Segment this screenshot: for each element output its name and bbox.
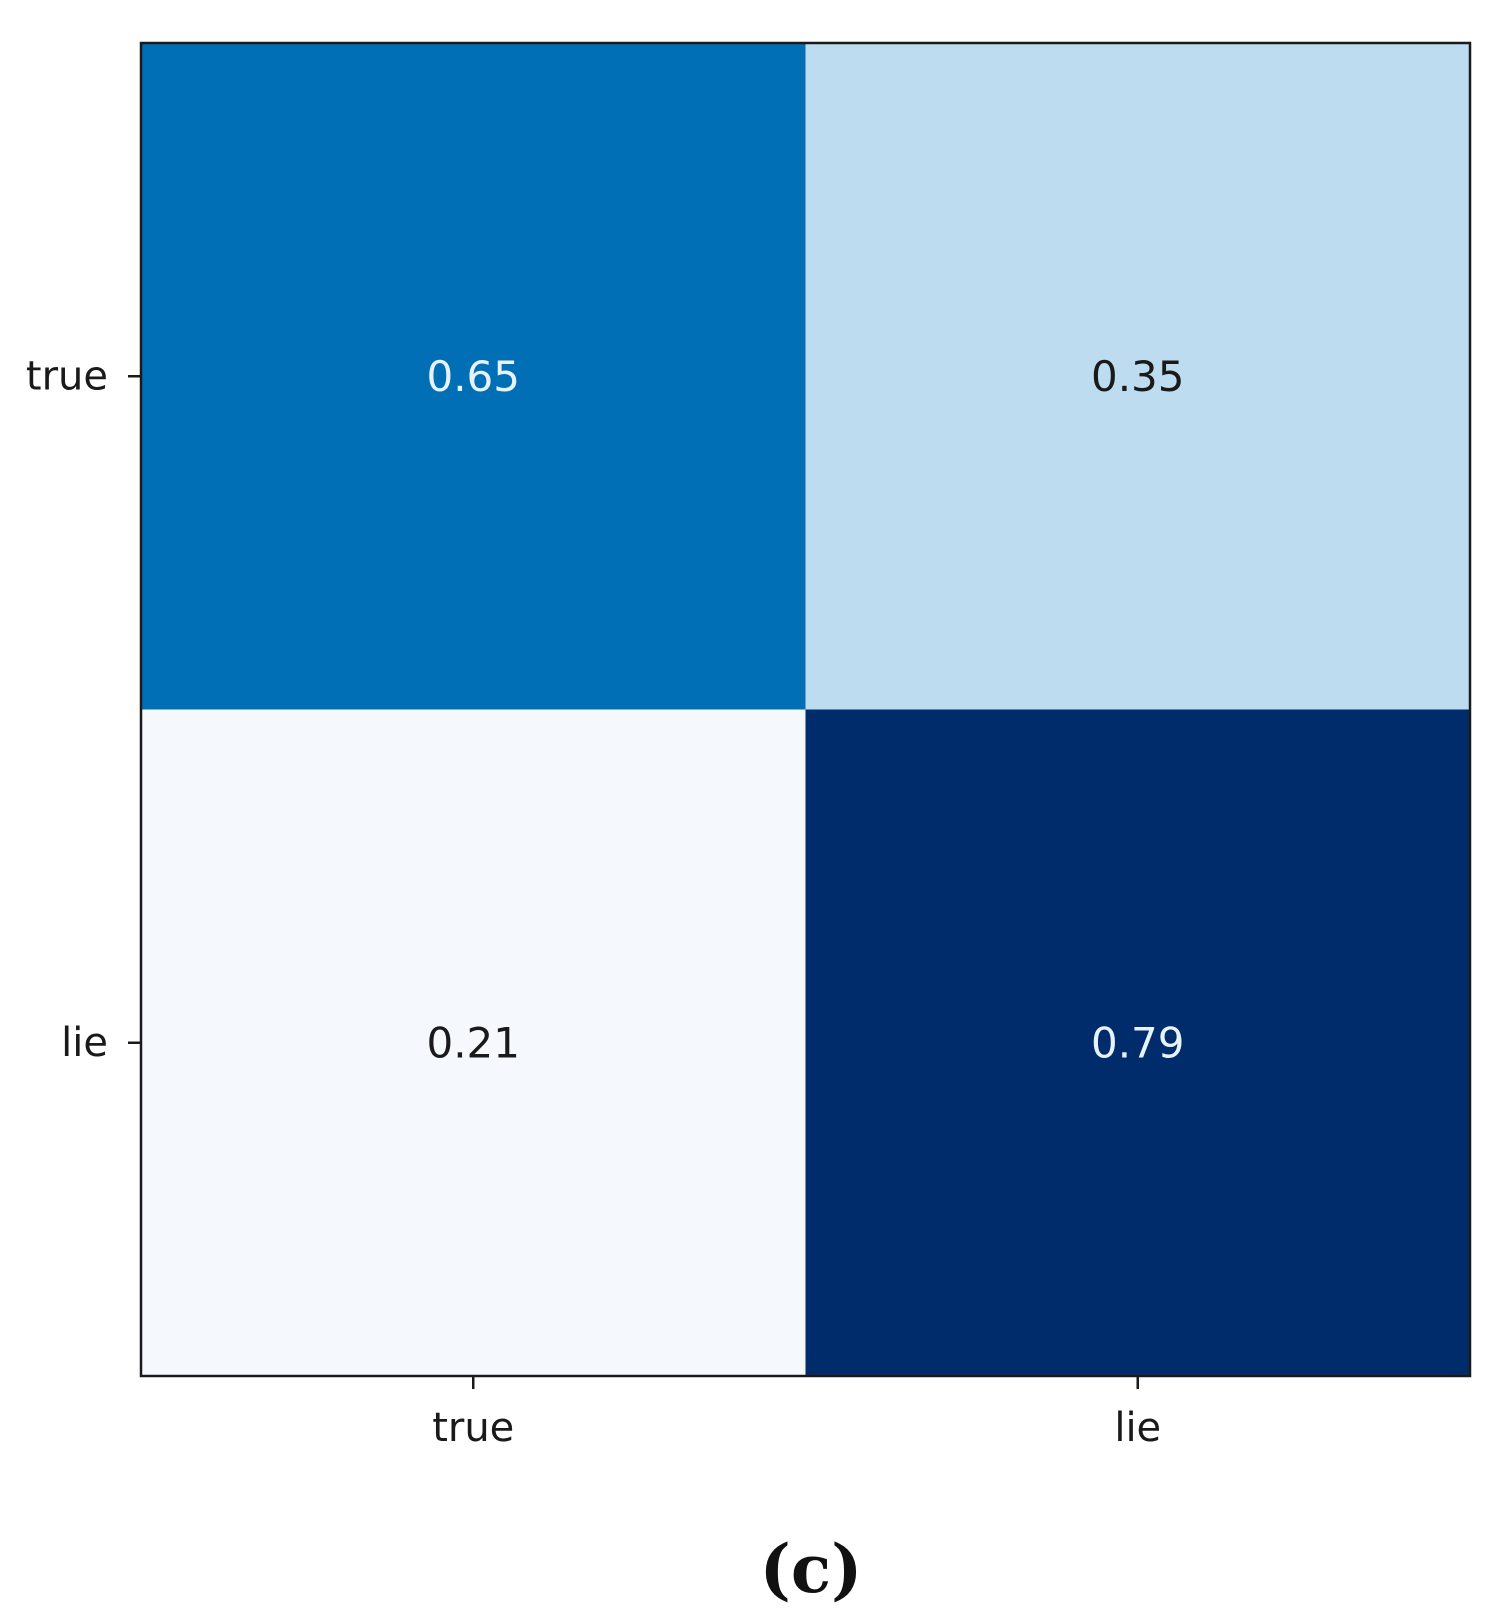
cell-value-label: 0.21 [426, 1018, 520, 1067]
y-tick-label: true [26, 353, 108, 399]
cell-value-label: 0.35 [1091, 352, 1185, 401]
y-axis-ticks: true lie [26, 353, 141, 1066]
cell-value-label: 0.79 [1091, 1018, 1185, 1067]
panel-label: (c) [760, 1530, 863, 1608]
heatmap-cells [141, 43, 1471, 1377]
plot-frame [139, 41, 1472, 1378]
x-tick-label: lie [1114, 1405, 1161, 1451]
heatmap-cell-lie-lie [805, 709, 1471, 1377]
heatmap-value-labels: 0.65 0.35 0.21 0.79 [426, 352, 1184, 1068]
heatmap-cell-true-true [141, 43, 806, 710]
x-tick-label: true [432, 1405, 514, 1451]
x-axis-ticks: true lie [432, 1376, 1161, 1451]
heatmap-cell-lie-true [141, 709, 806, 1377]
y-tick-label: lie [61, 1020, 108, 1066]
cell-value-label: 0.65 [426, 352, 520, 401]
heatmap-cell-true-lie [805, 43, 1471, 710]
